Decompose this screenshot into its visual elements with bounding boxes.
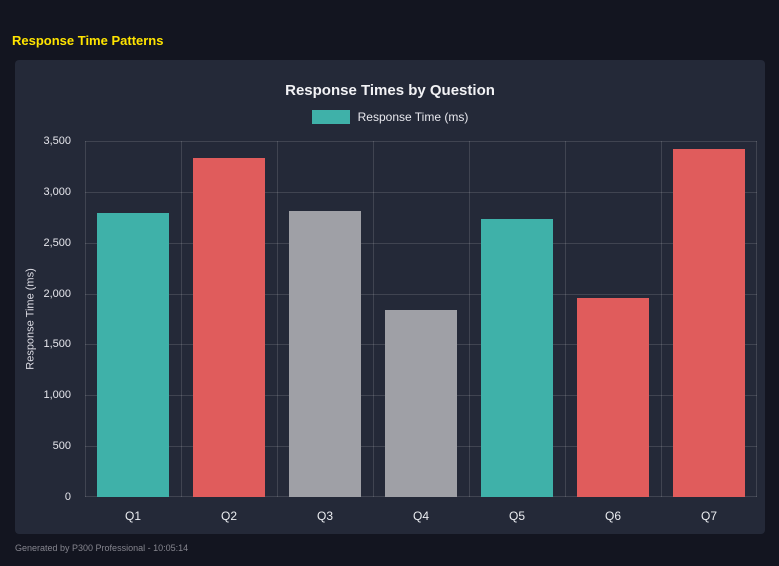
x-axis-label-q3: Q3: [316, 509, 333, 523]
gridline-vertical: [565, 141, 566, 497]
x-axis-label-q6: Q6: [604, 509, 621, 523]
bar-q2[interactable]: [193, 158, 265, 497]
gridline-horizontal: [85, 242, 757, 244]
y-axis-tick-label: 1,000: [43, 389, 71, 402]
gridline-vertical: [469, 141, 470, 497]
plot-area: [85, 141, 757, 497]
bar-q5[interactable]: [481, 219, 553, 497]
bar-q1[interactable]: [96, 213, 169, 497]
y-axis-tick-label: 3,500: [43, 135, 71, 147]
gridline-horizontal: [85, 141, 757, 142]
y-axis-tick-label: 2,500: [43, 236, 71, 249]
y-axis-tick-label: 1,500: [43, 338, 71, 351]
y-axis-tick-label: 0: [64, 491, 71, 503]
y-axis-tick-label: 500: [52, 440, 71, 453]
x-axis-label-q1: Q1: [124, 509, 141, 523]
x-axis-labels: Q1 Q2 Q3 Q4 Q5 Q6 Q7: [85, 509, 757, 527]
x-axis-label-q2: Q2: [220, 509, 237, 523]
bar-q4[interactable]: [385, 309, 457, 497]
bar-q6[interactable]: [577, 297, 649, 497]
y-axis-tick-label: 2,000: [43, 287, 71, 300]
x-axis-label-q5: Q5: [508, 509, 525, 523]
legend-swatch: [311, 110, 350, 124]
chart-title: Response Times by Question: [285, 82, 495, 99]
gridline-vertical: [181, 141, 182, 497]
gridline-vertical: [756, 141, 757, 497]
gridline-horizontal: [85, 191, 757, 193]
y-axis-tick-label: 3,000: [43, 185, 71, 198]
gridline-vertical: [373, 141, 374, 497]
gridline-vertical: [661, 141, 662, 497]
gridline-vertical: [85, 141, 86, 497]
x-axis-label-q7: Q7: [700, 509, 717, 523]
y-axis-ticks: 0 500 1,000 1,500 2,000 2,500 3,000 3,500: [15, 135, 77, 503]
chart-panel: Response Times by Question Response Time…: [15, 60, 765, 534]
bar-q7[interactable]: [673, 149, 745, 497]
x-axis-label-q4: Q4: [412, 509, 429, 523]
footer-text: Generated by P300 Professional - 10:05:1…: [15, 543, 189, 553]
legend[interactable]: Response Time (ms): [15, 110, 765, 124]
bar-q3[interactable]: [289, 211, 361, 497]
gridline-vertical: [277, 141, 278, 497]
page-title: Response Time Patterns: [12, 33, 164, 48]
legend-label: Response Time (ms): [357, 110, 469, 124]
gridline-horizontal: [85, 293, 757, 295]
